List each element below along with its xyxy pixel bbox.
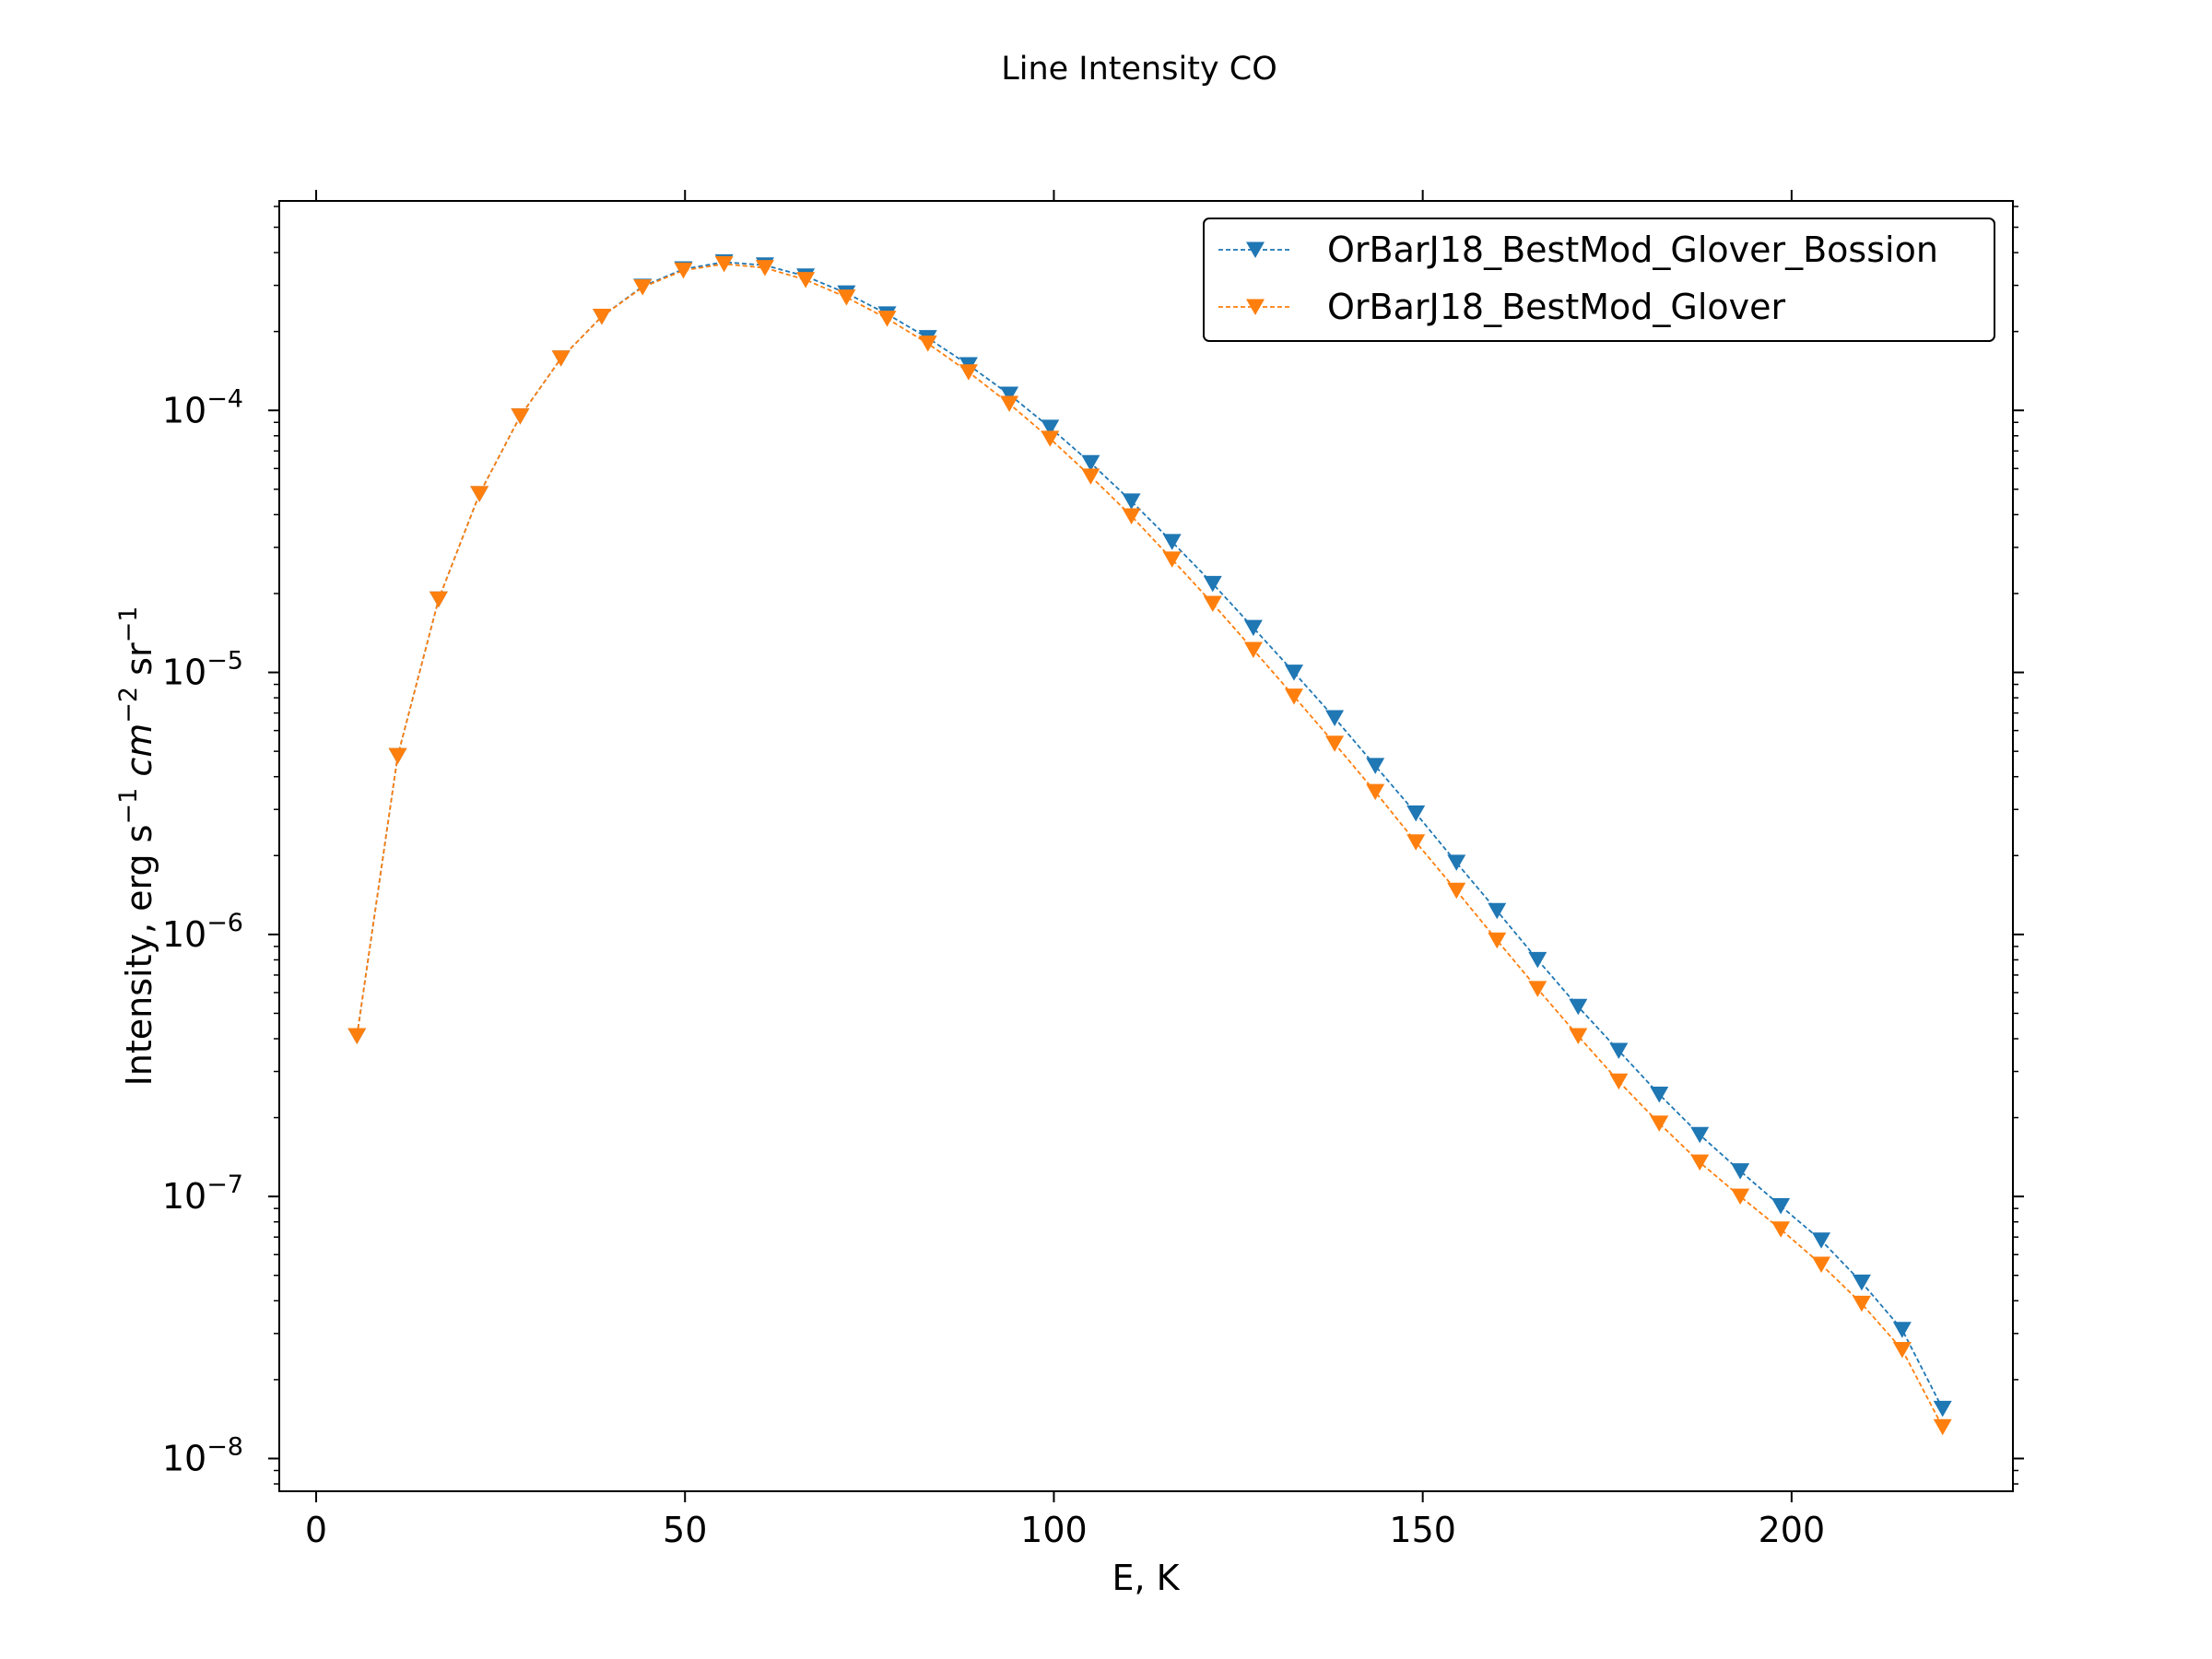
series-2-point [1081, 468, 1100, 485]
series-1-point [1771, 1197, 1791, 1215]
series-2-point [1731, 1188, 1750, 1206]
series-1-point [1731, 1163, 1750, 1180]
legend-marker-1 [1246, 241, 1265, 258]
series-2-point [1284, 688, 1303, 705]
series-2-point [1812, 1256, 1831, 1273]
y-tick-label: 10−6 [162, 909, 243, 955]
series-2-point [796, 272, 816, 288]
series-2-point [1366, 783, 1385, 801]
series-1-point [1892, 1322, 1912, 1338]
series-1-point [1569, 998, 1588, 1016]
y-tick-label: 10−4 [162, 384, 243, 430]
series-2-point [1650, 1115, 1669, 1132]
series-2-point [1569, 1028, 1588, 1044]
series-2-point [1243, 641, 1263, 659]
series-2-point [1609, 1073, 1629, 1090]
series-1-point [1406, 805, 1426, 822]
x-tick-label: 0 [305, 1510, 327, 1550]
series-1-point [1690, 1126, 1710, 1144]
series-2-point [959, 364, 978, 381]
x-tick-label: 100 [1020, 1510, 1088, 1550]
x-tick-label: 200 [1759, 1510, 1826, 1550]
plot-frame [278, 200, 2014, 1492]
series-1-point [1609, 1042, 1629, 1060]
series-1-point [1812, 1232, 1831, 1249]
chart-title: Line Intensity CO [1001, 51, 1277, 88]
series-2-point [1162, 551, 1182, 568]
series-2-point [1771, 1221, 1791, 1238]
series-1-point [1488, 902, 1507, 920]
series-2-point [877, 311, 897, 327]
series-2-point [1488, 932, 1507, 949]
x-tick-label: 150 [1389, 1510, 1456, 1550]
series-2-point [714, 255, 734, 273]
series-1-point [1366, 758, 1385, 774]
series-2-point [1892, 1342, 1912, 1359]
series-2-point [837, 289, 856, 306]
series-1-point [1081, 454, 1100, 472]
x-axis-label: E, K [1112, 1558, 1180, 1598]
legend-box [1203, 218, 1995, 342]
series-2-point [1852, 1295, 1871, 1312]
series-2-point [918, 335, 937, 352]
series-2-point [1447, 882, 1466, 900]
series-1-point [1122, 493, 1141, 510]
series-2-point [592, 308, 611, 325]
ticks-layer: 0 50 100 150 200 10−8 10−7 10−6 10−5 10−4 [162, 190, 2024, 1550]
series-layer [347, 253, 1952, 1436]
series-2-point [347, 1028, 367, 1044]
series-1-point [1325, 710, 1345, 727]
y-tick-label: 10−8 [162, 1432, 243, 1478]
y-tick-label: 10−5 [162, 647, 243, 693]
series-2-point [1203, 595, 1222, 612]
x-tick-label: 50 [663, 1510, 707, 1550]
series-1-point [1852, 1274, 1871, 1291]
series-2-point [1325, 735, 1345, 752]
series-2-point [1000, 395, 1019, 413]
series-2-point [1528, 981, 1547, 997]
y-tick-label: 10−7 [162, 1171, 243, 1217]
series-2-point [551, 350, 571, 367]
y-axis-label: Intensity, erg s−1 cm−2 sr−1 [114, 606, 159, 1087]
legend: OrBarJ18_BestMod_Glover_Bossion OrBarJ18_… [1203, 218, 1995, 342]
series-1-point [1203, 575, 1222, 593]
series-2-point [470, 486, 489, 502]
series-1-point [1933, 1400, 1952, 1418]
legend-label-1: OrBarJ18_BestMod_Glover_Bossion [1327, 229, 1938, 270]
series-2-point [1406, 834, 1426, 851]
series-2-point [1041, 430, 1060, 447]
series-2-point [633, 279, 653, 296]
series-2-point [1122, 508, 1141, 524]
series-2-point [1690, 1154, 1710, 1171]
series-1-point [1000, 386, 1019, 404]
series-2-point [674, 262, 693, 279]
series-1-point [1528, 951, 1547, 969]
series-1-point [1447, 854, 1466, 871]
series-1-point [1162, 534, 1182, 550]
series-1-point [1650, 1087, 1669, 1103]
series-2-point [429, 591, 448, 608]
legend-label-2: OrBarJ18_BestMod_Glover [1327, 287, 1785, 327]
series-2-point [511, 408, 530, 425]
series-2-point [755, 260, 774, 276]
series-line-2 [356, 263, 1944, 1428]
legend-marker-2 [1246, 299, 1265, 315]
series-2-point [388, 747, 407, 765]
series-1-point [1041, 419, 1060, 436]
series-1-point [1284, 665, 1303, 681]
series-2-point [1933, 1418, 1952, 1436]
series-1-point [1243, 619, 1263, 637]
